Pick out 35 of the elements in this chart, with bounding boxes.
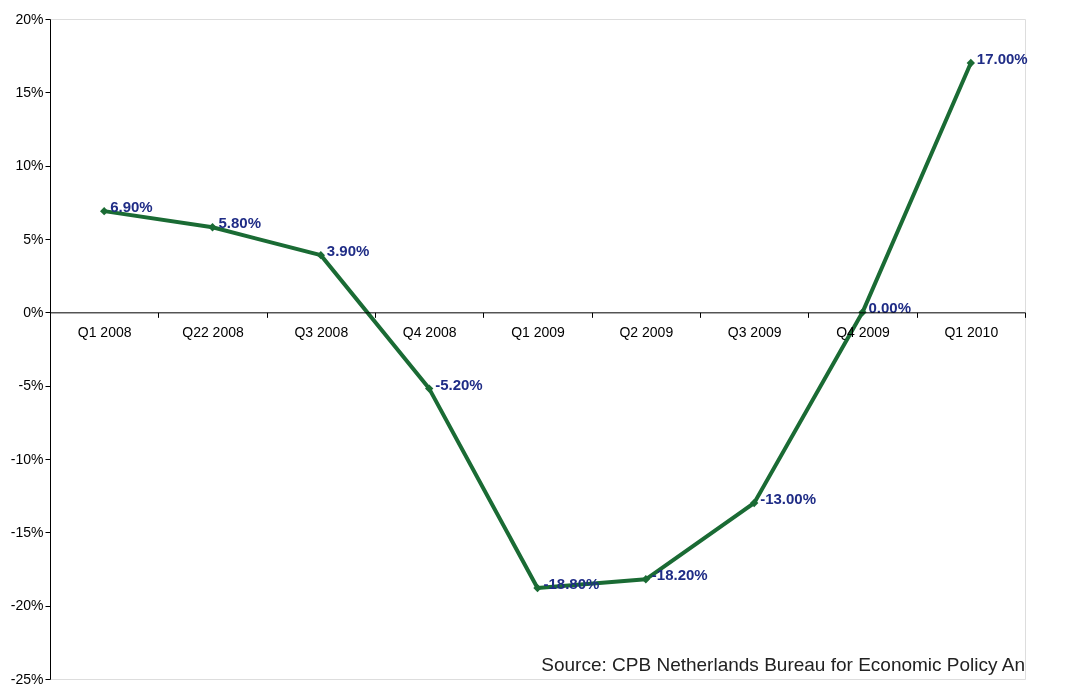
x-tick-label: Q1 2010 bbox=[944, 323, 999, 340]
y-tick-label: 0% bbox=[23, 303, 44, 320]
point bbox=[424, 384, 434, 393]
data-label: 0.00% bbox=[868, 299, 912, 317]
data-label: 3.90% bbox=[326, 242, 370, 260]
data-label: -5.20% bbox=[435, 375, 483, 393]
x-tick-label: Q1 2009 bbox=[511, 323, 566, 340]
y-tick-label: -25% bbox=[10, 670, 44, 687]
y-tick-label: 10% bbox=[15, 157, 44, 174]
y-tick-label: 5% bbox=[23, 230, 44, 247]
y-tick-label: -5% bbox=[18, 377, 44, 394]
annotation: Source: CPB Netherlands Bureau for Economic Policy An bbox=[541, 654, 1025, 675]
y-tick-label: 15% bbox=[15, 83, 44, 100]
y-tick-label: -10% bbox=[10, 450, 44, 467]
x-tick-label: Q3 2008 bbox=[294, 323, 349, 340]
data-label: 5.80% bbox=[218, 214, 262, 232]
data-label: -18.20% bbox=[651, 566, 708, 584]
x-tick-label: Q3 2009 bbox=[727, 323, 782, 340]
x-tick-label: Q2 2009 bbox=[619, 323, 674, 340]
data-label: 6.90% bbox=[110, 198, 153, 216]
point bbox=[316, 250, 326, 260]
point bbox=[966, 58, 976, 68]
y-tick-label: -15% bbox=[10, 523, 44, 540]
data-label: 17.00% bbox=[976, 50, 1028, 67]
x-tick-label: Q4 2008 bbox=[402, 323, 457, 340]
data-label: -13.00% bbox=[760, 490, 817, 507]
y-tick-label: -20% bbox=[10, 597, 44, 614]
data-label: -18.80% bbox=[543, 575, 600, 593]
y-tick-label: 20% bbox=[15, 10, 44, 27]
point bbox=[533, 583, 542, 593]
point bbox=[208, 223, 217, 232]
x-tick-label: Q1 2008 bbox=[77, 323, 132, 340]
x-tick-label: Q22 2008 bbox=[182, 323, 244, 340]
point bbox=[749, 498, 759, 508]
point bbox=[858, 308, 867, 317]
